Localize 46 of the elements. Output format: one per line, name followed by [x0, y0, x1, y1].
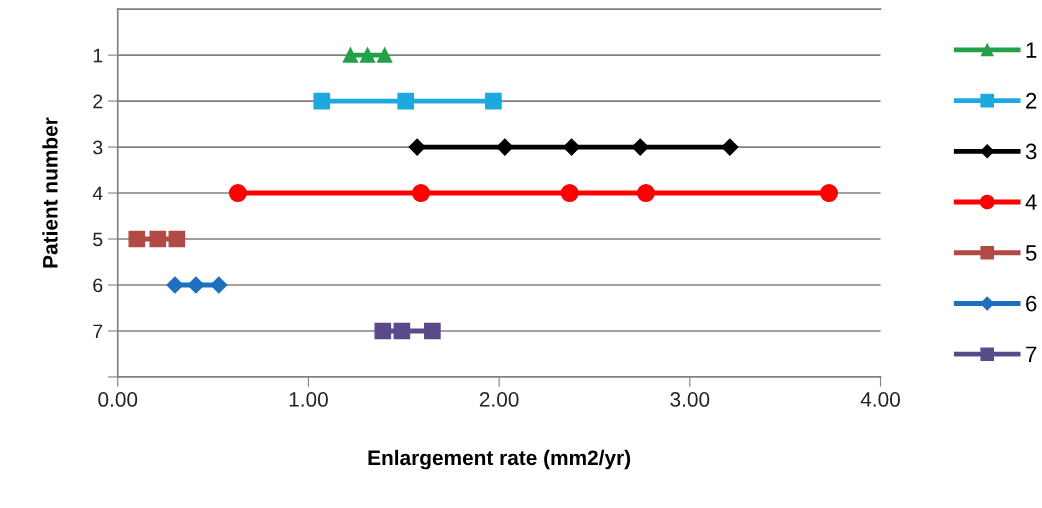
legend-label: 3: [1025, 143, 1037, 160]
point: [359, 47, 376, 63]
y-tick-label: 3: [93, 140, 103, 155]
point: [377, 47, 393, 63]
x-axis-title: Enlargement rate (mm2/yr): [368, 449, 631, 470]
point: [168, 230, 186, 248]
point: [228, 184, 247, 203]
point: [374, 322, 392, 340]
point: [819, 184, 839, 203]
y-tick-label: 6: [93, 278, 103, 293]
x-tick-label: 3.00: [670, 392, 710, 407]
point: [631, 138, 649, 156]
point: [393, 322, 411, 340]
y-tick-label: 4: [92, 186, 103, 201]
point: [149, 230, 167, 248]
y-tick-label: 2: [93, 94, 103, 109]
legend-label: 4: [1025, 194, 1037, 210]
legend-label: 1: [1026, 42, 1037, 58]
legend-label: 6: [1026, 295, 1037, 312]
point: [166, 276, 184, 294]
point: [210, 276, 228, 294]
point: [485, 92, 502, 110]
y-axis-title: Patient number: [42, 117, 58, 268]
x-tick-label: 1.00: [289, 392, 328, 407]
point: [424, 322, 441, 340]
point: [128, 230, 146, 248]
y-tick-label: 5: [93, 232, 103, 247]
legend-label: 2: [1026, 92, 1037, 109]
point: [187, 276, 205, 294]
point: [496, 138, 514, 156]
x-tick-label: 0.00: [98, 392, 138, 407]
point: [563, 138, 581, 156]
point: [397, 92, 415, 110]
y-tick-label: 7: [93, 324, 103, 339]
x-tick-label: 2.00: [479, 392, 519, 407]
legend-label: 5: [1025, 245, 1037, 261]
x-tick-label: 4.00: [860, 392, 900, 407]
point: [342, 47, 359, 63]
legend-label: 7: [1026, 346, 1037, 362]
y-tick-label: 1: [93, 48, 103, 63]
point: [721, 138, 739, 156]
point: [560, 184, 579, 203]
point: [408, 138, 426, 156]
point: [636, 184, 655, 203]
point: [411, 184, 430, 203]
point: [313, 92, 331, 110]
